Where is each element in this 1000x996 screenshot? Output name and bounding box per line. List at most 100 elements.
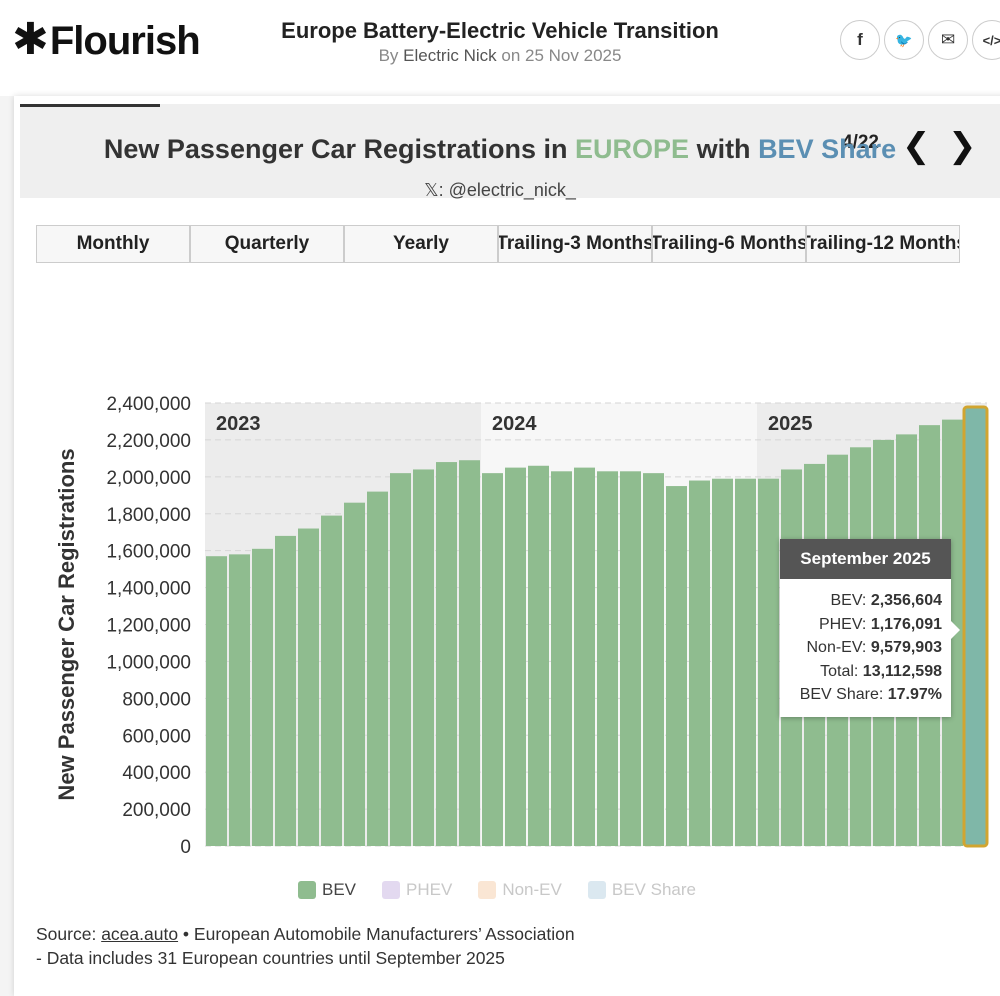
year-band-label: 2023 xyxy=(216,413,261,435)
tooltip-label: Total: xyxy=(820,662,863,680)
legend-item-non-ev[interactable]: Non-EV xyxy=(478,880,562,900)
legend-label: Non-EV xyxy=(502,880,562,899)
tooltip-value: 13,112,598 xyxy=(862,662,942,680)
tooltip-label: PHEV: xyxy=(818,615,871,633)
y-axis-label: New Passenger Car Registrations xyxy=(54,448,79,800)
email-share-button[interactable]: ✉ xyxy=(928,20,968,60)
bar xyxy=(666,486,687,846)
bar xyxy=(459,460,480,846)
tab-monthly[interactable]: Monthly xyxy=(36,225,190,263)
y-tick-label: 2,400,000 xyxy=(106,394,191,415)
embed-button[interactable]: </> xyxy=(972,20,1000,60)
chart-legend: BEV PHEV Non-EV BEV Share xyxy=(298,880,722,900)
tooltip-label: BEV: xyxy=(830,592,871,609)
bar xyxy=(689,480,710,846)
byline-date: on 25 Nov 2025 xyxy=(501,46,622,65)
legend-label: PHEV xyxy=(406,880,453,899)
chart-title: New Passenger Car Registrations in EUROP… xyxy=(0,134,1000,165)
next-slide-button[interactable]: ❯ xyxy=(948,126,977,166)
bar xyxy=(252,548,273,846)
bar xyxy=(551,471,572,846)
year-band-label: 2025 xyxy=(768,413,813,435)
embed-icon: </> xyxy=(982,32,1000,48)
y-tick-label: 1,200,000 xyxy=(106,616,191,637)
chart-subtitle: 𝕏: @electric_nick_ xyxy=(424,180,576,200)
story-byline: By Electric Nick on 25 Nov 2025 xyxy=(250,46,750,66)
legend-label: BEV Share xyxy=(611,880,696,899)
chevron-right-icon: ❯ xyxy=(948,127,977,165)
legend-item-bev-share[interactable]: BEV Share xyxy=(587,880,696,900)
y-tick-label: 200,000 xyxy=(122,800,191,821)
bar xyxy=(574,467,595,846)
tooltip-body: BEV: 2,356,604 PHEV: 1,176,091 Non-EV: 9… xyxy=(780,579,951,707)
source-rest: • European Automobile Manufacturers’ Ass… xyxy=(178,924,575,944)
source-link[interactable]: acea.auto xyxy=(101,924,179,944)
legend-item-phev[interactable]: PHEV xyxy=(382,880,452,900)
period-tabs: Monthly Quarterly Yearly Trailing-3 Mont… xyxy=(36,225,960,263)
twitter-icon: 🐦 xyxy=(895,31,913,48)
legend-swatch xyxy=(478,881,497,899)
y-tick-label: 2,200,000 xyxy=(106,431,191,452)
source-line-1: Source: acea.auto • European Automobile … xyxy=(36,922,575,946)
tooltip-value: 17.97% xyxy=(887,686,942,703)
tooltip-row-bev-share: BEV Share: 17.97% xyxy=(780,683,942,707)
legend-item-bev[interactable]: BEV xyxy=(298,880,356,900)
y-tick-label: 1,800,000 xyxy=(106,505,191,526)
tooltip-title: September 2025 xyxy=(780,539,951,579)
tab-trailing-12-months[interactable]: Trailing-12 Months xyxy=(806,225,960,263)
source-note: Source: acea.auto • European Automobile … xyxy=(36,922,575,970)
title-part-2: with xyxy=(689,134,759,164)
tab-trailing-6-months[interactable]: Trailing-6 Months xyxy=(652,225,806,263)
bar xyxy=(229,554,250,846)
bar xyxy=(712,478,733,846)
title-part-1: New Passenger Car Registrations in xyxy=(103,134,576,164)
bar xyxy=(528,465,549,846)
slide-navigation: 4/22 ❮ ❯ xyxy=(20,104,1000,198)
bar xyxy=(482,473,503,846)
prev-slide-button[interactable]: ❮ xyxy=(902,126,931,166)
progress-bar xyxy=(20,104,160,107)
bar xyxy=(275,535,296,846)
legend-swatch xyxy=(298,881,316,899)
title-europe: EUROPE xyxy=(575,134,690,164)
bar xyxy=(413,469,434,846)
tooltip-label: Non-EV: xyxy=(806,639,871,656)
bar xyxy=(367,491,388,846)
email-icon: ✉ xyxy=(940,30,956,49)
byline-by: By xyxy=(378,46,399,65)
tab-quarterly[interactable]: Quarterly xyxy=(190,225,344,263)
legend-swatch xyxy=(587,881,606,899)
year-band-label: 2024 xyxy=(492,413,537,435)
slide-counter: 4/22 xyxy=(842,132,879,153)
bar xyxy=(597,471,618,846)
bar xyxy=(390,473,411,846)
bar xyxy=(344,502,365,846)
tooltip-row-total: Total: 13,112,598 xyxy=(780,660,942,684)
bar xyxy=(505,467,526,846)
legend-label: BEV xyxy=(322,880,357,899)
source-prefix: Source: xyxy=(36,924,102,944)
bar xyxy=(298,528,319,846)
asterisk-icon: ✱ xyxy=(12,15,49,64)
y-tick-label: 1,400,000 xyxy=(106,579,191,600)
tooltip-value: 9,579,903 xyxy=(870,639,942,656)
tooltip-value: 1,176,091 xyxy=(870,615,942,633)
source-line-2: - Data includes 31 European countries un… xyxy=(36,948,505,968)
tab-yearly[interactable]: Yearly xyxy=(344,225,498,263)
y-tick-label: 0 xyxy=(180,837,191,858)
author-name[interactable]: Electric Nick xyxy=(403,46,497,65)
y-tick-label: 2,000,000 xyxy=(106,468,191,489)
twitter-share-button[interactable]: 🐦 xyxy=(884,20,924,60)
tooltip-pointer xyxy=(951,621,960,639)
bar xyxy=(643,473,664,846)
story-header: ✱Flourish Europe Battery-Electric Vehicl… xyxy=(0,0,1000,96)
bar xyxy=(758,478,779,846)
chevron-left-icon: ❮ xyxy=(902,127,931,165)
tooltip-row-bev: BEV: 2,356,604 xyxy=(780,589,943,613)
tooltip-row-phev: PHEV: 1,176,091 xyxy=(780,613,942,637)
tab-trailing-3-months[interactable]: Trailing-3 Months xyxy=(498,225,652,263)
chart-tooltip: September 2025 BEV: 2,356,604 PHEV: 1,17… xyxy=(780,539,960,717)
facebook-share-button[interactable]: f xyxy=(840,20,880,60)
y-tick-label: 400,000 xyxy=(122,763,191,784)
flourish-logo[interactable]: ✱Flourish xyxy=(12,14,201,65)
